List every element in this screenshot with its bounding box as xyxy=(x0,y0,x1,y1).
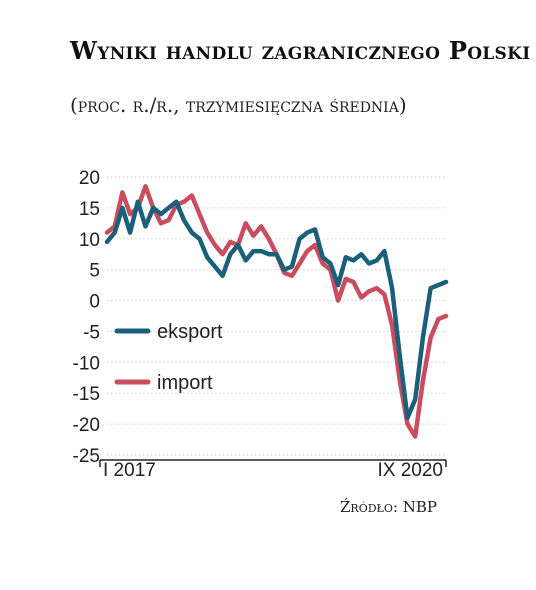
y-tick-label: -20 xyxy=(73,415,100,436)
chart-subtitle: (proc. r./r., trzymiesięczna średnia) xyxy=(70,93,407,117)
y-tick-label: -15 xyxy=(73,384,100,405)
y-tick-label: -10 xyxy=(73,353,100,374)
y-tick-label: 0 xyxy=(89,292,100,313)
gridlines xyxy=(107,176,446,456)
legend: eksport import xyxy=(114,321,223,394)
x-tick-label-start: I 2017 xyxy=(103,460,156,481)
source-note: Źródło: NBP xyxy=(340,498,437,516)
x-tick-label-end: IX 2020 xyxy=(378,460,444,481)
y-axis-tick-labels: 20 15 10 5 0 -5 -10 -15 -20 -25 xyxy=(73,168,100,467)
series-lines xyxy=(104,184,449,439)
y-tick-label: 15 xyxy=(79,199,100,220)
y-tick-label: -5 xyxy=(83,322,100,343)
y-tick-label: -25 xyxy=(73,446,100,467)
y-tick-label: 5 xyxy=(89,261,100,282)
x-axis: I 2017 IX 2020 xyxy=(99,459,447,481)
y-tick-label: 10 xyxy=(79,230,100,251)
series-line-eksport xyxy=(104,199,449,421)
legend-label-import: import xyxy=(157,372,213,394)
chart-title: Wyniki handlu zagranicznego Polski xyxy=(70,36,531,65)
y-tick-label: 20 xyxy=(79,168,100,189)
legend-label-eksport: eksport xyxy=(157,321,223,343)
